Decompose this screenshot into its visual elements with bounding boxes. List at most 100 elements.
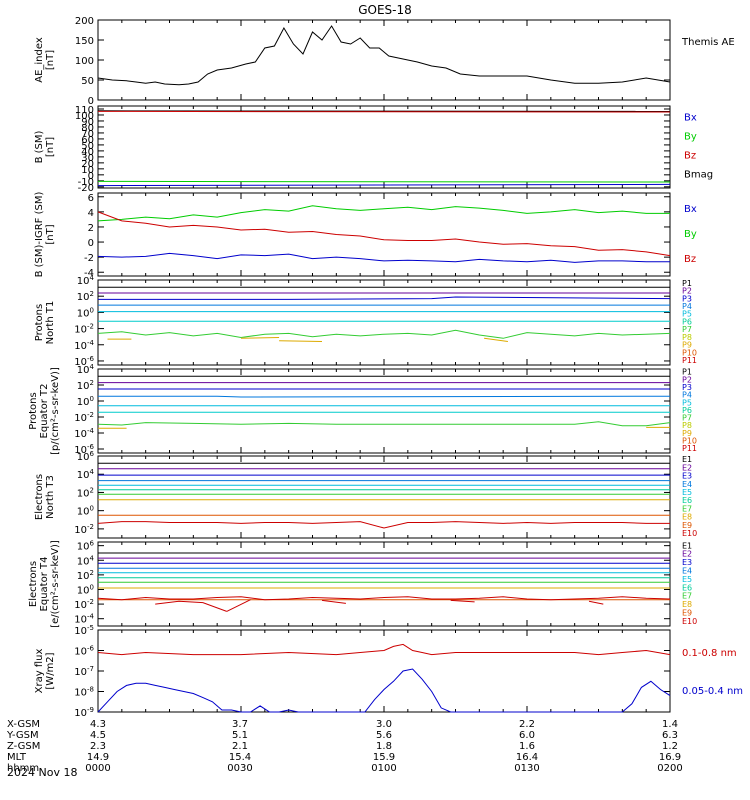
date-label: 2024 Nov 18 xyxy=(7,766,77,779)
legend-entry: E8 xyxy=(682,513,692,522)
y-tick-label: 10-2 xyxy=(74,523,94,536)
legend-entry: P11 xyxy=(682,444,697,453)
y-tick-label: 10-5 xyxy=(74,624,94,637)
y-tick-label: 100 xyxy=(75,111,94,122)
ephemeris-value: 0100 xyxy=(371,763,396,774)
ephemeris-value: 14.9 xyxy=(87,752,109,763)
ephemeris-value: 0130 xyxy=(514,763,539,774)
legend-entry: E6 xyxy=(682,496,692,505)
y-axis-label: Xray flux xyxy=(34,649,45,694)
series-line xyxy=(155,600,227,612)
ephemeris-value: 6.0 xyxy=(519,730,535,741)
y-tick-label: 10-6 xyxy=(74,443,94,456)
y-tick-label: 10-4 xyxy=(74,339,94,352)
ephemeris-value: 2.2 xyxy=(519,719,535,730)
series-line xyxy=(97,205,670,222)
panel-frame xyxy=(97,19,671,101)
y-tick-label: 10-9 xyxy=(74,706,94,719)
y-axis-label: [W/m2] xyxy=(45,652,56,689)
y-tick-label: 10-2 xyxy=(74,411,94,424)
y-tick-label: 0 xyxy=(88,96,94,107)
legend-entry: P5 xyxy=(682,310,692,319)
y-tick-label: 70 xyxy=(81,129,94,140)
legend-entry: E9 xyxy=(682,521,692,530)
legend-entry: 0.1-0.8 nm xyxy=(682,648,737,659)
legend-entry: E3 xyxy=(682,558,692,567)
series-line xyxy=(97,252,670,263)
ephemeris-value: 1.4 xyxy=(662,719,678,730)
legend-entry: P10 xyxy=(682,348,697,357)
ephemeris-row-label: X-GSM xyxy=(7,719,40,730)
y-axis-label: [nT] xyxy=(45,137,56,157)
series-line xyxy=(97,421,671,427)
legend-entry: P8 xyxy=(682,333,692,342)
y-axis-label: B (SM)-IGRF (SM) xyxy=(34,192,45,278)
legend-entry: E9 xyxy=(682,609,692,618)
y-tick-label: 200 xyxy=(75,16,94,27)
series-line xyxy=(321,599,346,604)
legend-entry: E5 xyxy=(682,488,692,497)
y-axis-label: Protons xyxy=(34,304,45,341)
y-axis-label: [nT] xyxy=(45,224,56,244)
series-line xyxy=(98,395,671,398)
ephemeris-value: 16.4 xyxy=(516,752,538,763)
series-line xyxy=(279,340,323,342)
legend-entry: E8 xyxy=(682,600,692,609)
panel-pe: 104 102 100 10-2 10-4 10-6 Protons Equator T2 [p… xyxy=(28,363,697,456)
y-axis-label: AE_index xyxy=(34,37,45,83)
series-line xyxy=(97,668,671,713)
legend-entry: P2 xyxy=(682,375,692,384)
y-axis-label: Electrons xyxy=(28,561,39,607)
series-line xyxy=(97,521,670,529)
y-tick-label: 40 xyxy=(81,147,94,158)
legend-entry: P4 xyxy=(682,302,692,311)
series-line xyxy=(588,600,604,605)
ephemeris-row-label: hhmm xyxy=(7,763,39,774)
y-tick-label: -4 xyxy=(84,268,94,279)
y-axis-label: North T3 xyxy=(45,475,56,519)
ephemeris-value: 0030 xyxy=(227,763,252,774)
legend-entry: Themis AE xyxy=(681,37,735,48)
legend-entry: E4 xyxy=(682,480,692,489)
legend-entry: P6 xyxy=(682,406,692,415)
series-line xyxy=(97,596,671,601)
legend-entry: E5 xyxy=(682,575,692,584)
y-tick-label: 10 xyxy=(81,165,94,176)
y-axis-label: [nT] xyxy=(45,50,56,70)
ephemeris-value: 2.1 xyxy=(232,741,248,752)
y-axis-label: North T1 xyxy=(45,301,56,345)
legend-entry: P3 xyxy=(682,383,692,392)
legend-entry: P4 xyxy=(682,391,692,400)
y-axis-label: Equator T2 xyxy=(39,384,50,439)
legend-entry: P2 xyxy=(682,287,692,296)
ephemeris-value: 4.3 xyxy=(90,719,106,730)
y-tick-label: 100 xyxy=(77,395,94,408)
y-tick-label: 150 xyxy=(75,36,94,47)
legend-entry: E7 xyxy=(682,504,692,513)
panel-frame xyxy=(97,368,671,454)
series-line xyxy=(98,296,671,300)
y-tick-label: 106 xyxy=(77,450,95,463)
series-line xyxy=(484,337,508,342)
ephemeris-value: 1.2 xyxy=(662,741,678,752)
legend-entry: E1 xyxy=(682,455,692,464)
legend-entry: P9 xyxy=(682,341,692,350)
ephemeris-value: 3.0 xyxy=(376,719,392,730)
y-tick-label: 102 xyxy=(77,569,94,582)
legend-entry: E1 xyxy=(682,541,692,550)
legend-entry: Bmag xyxy=(684,170,713,181)
panel-pn: 104 102 100 10-2 10-4 10-6 Protons North T1 P1P2… xyxy=(34,274,697,368)
y-tick-label: 20 xyxy=(81,159,94,170)
panel-frame xyxy=(97,629,671,713)
y-tick-label: 80 xyxy=(81,123,94,134)
y-tick-label: 102 xyxy=(77,379,94,392)
y-tick-label: 100 xyxy=(77,306,94,319)
ephemeris-value: 5.1 xyxy=(232,730,248,741)
ephemeris-row-label: Y-GSM xyxy=(6,730,39,741)
legend-entry: E10 xyxy=(682,617,697,626)
y-tick-label: 0 xyxy=(88,171,94,182)
y-axis-label: B (SM) xyxy=(34,130,45,163)
